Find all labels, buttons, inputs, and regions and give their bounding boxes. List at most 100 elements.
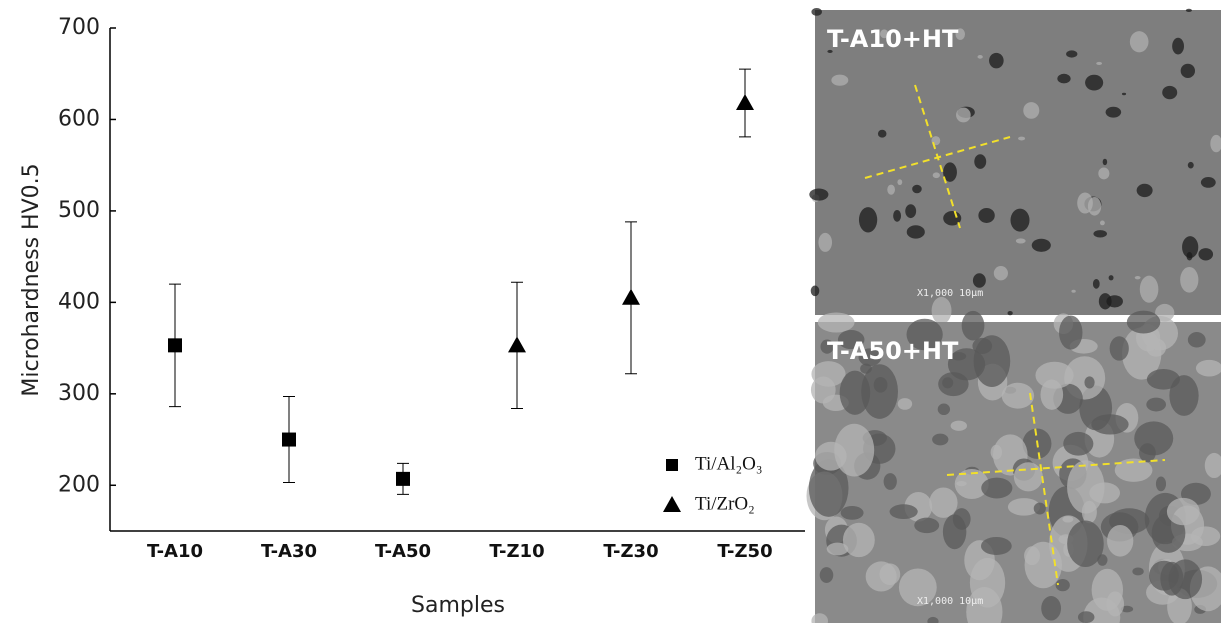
sem-texture	[880, 29, 889, 39]
sem-texture	[1106, 591, 1125, 617]
sem-texture	[1136, 183, 1153, 198]
sem-texture	[897, 179, 903, 186]
sem-texture	[889, 504, 918, 520]
sem-texture	[1187, 161, 1194, 169]
sem-texture	[1180, 63, 1195, 79]
sem-scale: X1,000 10µm	[917, 596, 983, 607]
marker-square	[168, 338, 182, 353]
marker-triangle	[622, 288, 640, 305]
sem-texture	[974, 154, 987, 169]
legend-label: Ti/Al₂O₃	[695, 453, 762, 474]
marker-square	[396, 471, 410, 486]
y-tick-label: 500	[58, 198, 100, 223]
x-tick-label: T-Z10	[489, 541, 544, 562]
sem-texture	[1134, 275, 1141, 280]
marker-triangle	[736, 93, 754, 110]
sem-texture	[978, 207, 995, 224]
sem-texture	[819, 567, 834, 583]
sem-texture	[950, 420, 968, 431]
sem-texture	[1155, 476, 1167, 492]
sem-texture	[931, 296, 952, 325]
y-tick-label: 400	[58, 289, 100, 314]
indent-diagonal	[946, 459, 1166, 476]
sem-texture	[1126, 310, 1161, 334]
sem-texture	[1031, 238, 1051, 252]
sem-texture	[977, 54, 983, 59]
sem-texture	[810, 376, 836, 404]
sem-texture	[1015, 238, 1026, 244]
sem-texture	[810, 285, 820, 297]
sem-texture	[927, 616, 939, 623]
sem-texture	[811, 613, 828, 623]
x-tick-label: T-A50	[375, 541, 431, 562]
sem-texture	[1198, 248, 1214, 261]
sem-texture	[956, 107, 971, 123]
sem-label: T-A50+HT	[827, 337, 959, 365]
sem-texture	[1033, 502, 1046, 515]
sem-images: T-A10+HT X1,000 10µm T-A50+HT X1,000 10µm	[806, 7, 1221, 623]
sem-texture	[1182, 236, 1199, 259]
sem-texture	[966, 586, 1003, 623]
sem-texture	[1077, 611, 1095, 623]
sem-texture	[887, 184, 895, 195]
sem-texture	[955, 28, 965, 40]
sem-texture	[858, 348, 882, 367]
sem-texture	[932, 433, 949, 446]
sem-texture	[877, 129, 887, 138]
sem-texture	[818, 232, 833, 252]
marker-triangle	[508, 336, 526, 353]
sem-texture	[879, 563, 901, 586]
legend-label: Ti/ZrO₂	[695, 493, 755, 514]
sem-texture	[1063, 431, 1094, 456]
sem-texture	[1204, 452, 1221, 479]
sem-texture	[1185, 8, 1192, 12]
sem-texture	[1114, 458, 1153, 482]
sem-texture	[1057, 73, 1071, 84]
sem-texture	[842, 522, 875, 558]
sem-texture	[937, 403, 951, 416]
sem-texture	[1092, 278, 1100, 289]
sem-texture	[837, 330, 865, 350]
sem-texture	[898, 568, 937, 607]
sem-texture	[811, 7, 822, 16]
sem-texture	[1120, 605, 1134, 613]
sem-texture	[817, 312, 855, 333]
sem-texture	[954, 468, 989, 500]
indent-diagonal	[864, 136, 1011, 179]
sem-texture	[1210, 134, 1221, 153]
sem-texture	[1162, 85, 1178, 100]
x-axis-label: Samples	[411, 593, 505, 618]
legend-marker	[663, 496, 681, 512]
sem-texture	[1035, 361, 1074, 389]
sem-texture	[1169, 375, 1199, 416]
sem-texture	[861, 364, 898, 419]
sem-texture	[1107, 524, 1134, 557]
sem-texture	[1121, 92, 1127, 96]
sem-texture	[1168, 559, 1203, 600]
sem-label: T-A10+HT	[827, 25, 959, 53]
y-tick-label: 700	[58, 15, 100, 40]
sem-texture	[989, 52, 1004, 69]
sem-texture	[1010, 208, 1030, 232]
sem-texture	[1172, 37, 1184, 55]
sem-texture	[1084, 376, 1095, 389]
x-tick-label: T-A30	[261, 541, 317, 562]
sem-texture	[897, 398, 913, 410]
sem-texture	[1139, 275, 1159, 303]
y-axis-label: Microhardness HV0.5	[19, 163, 44, 396]
sem-texture	[831, 74, 849, 86]
sem-texture	[1071, 289, 1076, 293]
sem-texture	[1134, 421, 1174, 456]
sem-texture	[826, 542, 849, 556]
marker-square	[282, 432, 296, 447]
sem-texture	[905, 204, 917, 219]
sem-texture	[808, 459, 849, 517]
sem-texture	[1013, 462, 1043, 492]
sem-texture	[1023, 102, 1040, 119]
sem-texture	[834, 423, 875, 477]
sem-texture	[820, 339, 834, 354]
sem-texture	[1102, 158, 1108, 166]
sem-texture	[1066, 50, 1078, 58]
x-tick-label: T-Z30	[603, 541, 658, 562]
sem-texture	[809, 188, 829, 201]
